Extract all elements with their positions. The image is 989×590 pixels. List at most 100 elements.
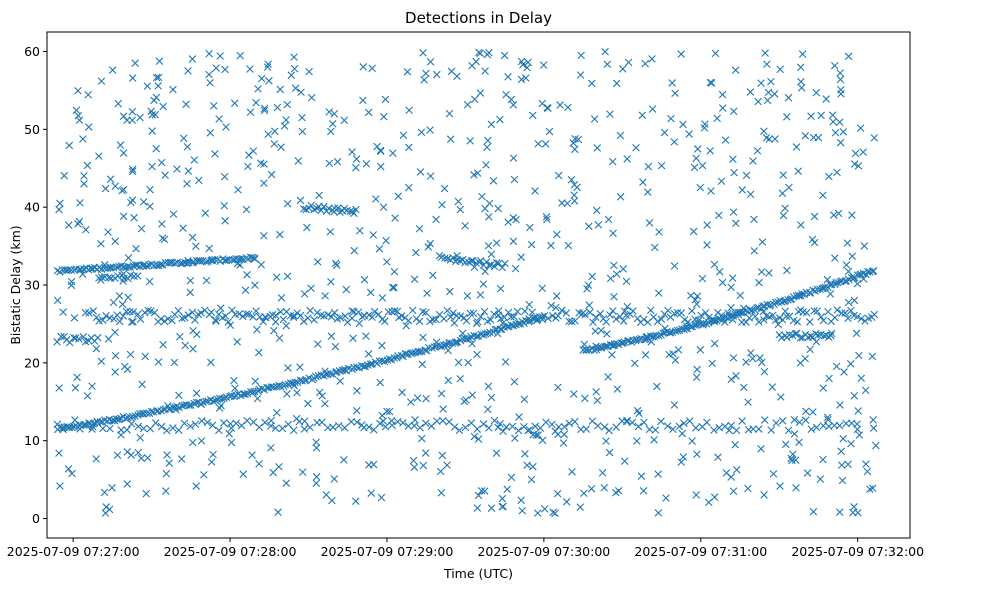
detection-point bbox=[436, 467, 445, 476]
detection-point bbox=[587, 79, 596, 88]
detection-point bbox=[509, 154, 518, 162]
detection-point bbox=[340, 116, 349, 125]
detection-point bbox=[501, 358, 510, 366]
detection-point bbox=[559, 439, 568, 447]
detection-point bbox=[148, 110, 156, 119]
detection-point bbox=[556, 101, 564, 109]
detection-point bbox=[470, 263, 479, 271]
detection-point bbox=[496, 420, 504, 428]
detection-point bbox=[55, 205, 63, 214]
detection-point bbox=[71, 384, 80, 392]
detection-point bbox=[835, 118, 844, 126]
detection-point bbox=[819, 384, 828, 392]
detection-point bbox=[590, 346, 599, 355]
detection-point bbox=[844, 52, 853, 61]
detection-point bbox=[191, 316, 199, 324]
detection-point bbox=[734, 308, 743, 317]
detection-point bbox=[707, 187, 715, 195]
detection-point bbox=[774, 320, 783, 329]
detection-point bbox=[105, 273, 113, 282]
detection-point bbox=[696, 346, 705, 354]
detection-point bbox=[801, 416, 810, 425]
detection-point bbox=[552, 292, 561, 300]
detection-point bbox=[589, 318, 597, 327]
detection-point bbox=[718, 278, 727, 287]
detection-point bbox=[264, 60, 272, 68]
detection-point bbox=[154, 406, 162, 415]
detection-point bbox=[753, 147, 762, 155]
detection-point bbox=[117, 261, 126, 270]
detection-point bbox=[367, 489, 376, 497]
detection-point bbox=[813, 307, 822, 315]
detection-point bbox=[732, 426, 741, 435]
detection-point bbox=[641, 351, 650, 359]
detection-point bbox=[600, 484, 609, 492]
detection-point bbox=[570, 390, 578, 398]
detection-point bbox=[322, 491, 331, 499]
detection-point bbox=[276, 230, 284, 239]
detection-point bbox=[834, 278, 842, 287]
detection-point bbox=[426, 172, 435, 180]
detection-point bbox=[114, 415, 123, 424]
detection-point bbox=[653, 317, 662, 326]
detection-point bbox=[801, 354, 809, 363]
detection-point bbox=[128, 74, 137, 82]
detection-point bbox=[645, 219, 654, 227]
x-tick-label: 2025-07-09 07:32:00 bbox=[791, 544, 924, 559]
detection-point bbox=[854, 162, 863, 170]
detection-point bbox=[253, 394, 262, 403]
detection-point bbox=[388, 149, 397, 157]
y-tick-label: 10 bbox=[24, 433, 40, 448]
detection-point bbox=[771, 298, 780, 307]
detection-point bbox=[148, 162, 156, 171]
detection-point bbox=[793, 317, 802, 326]
detection-point bbox=[307, 201, 315, 210]
detection-point bbox=[312, 372, 320, 381]
detection-point bbox=[341, 366, 349, 374]
detection-point bbox=[536, 424, 545, 432]
detection-point bbox=[692, 300, 701, 308]
detection-point bbox=[365, 461, 373, 469]
detection-point bbox=[296, 196, 305, 205]
detection-point bbox=[746, 349, 755, 357]
detection-point bbox=[296, 311, 305, 320]
detection-point bbox=[128, 165, 137, 174]
detection-point bbox=[767, 77, 775, 86]
detection-point bbox=[80, 180, 88, 188]
detection-point bbox=[582, 346, 591, 354]
detection-point bbox=[794, 307, 803, 316]
detection-point bbox=[744, 398, 752, 406]
detection-point bbox=[163, 451, 171, 459]
detection-point bbox=[538, 284, 547, 293]
detection-point bbox=[348, 314, 356, 323]
detection-point bbox=[74, 220, 82, 228]
detection-point bbox=[739, 304, 748, 313]
detection-point bbox=[855, 431, 864, 439]
detection-point bbox=[807, 425, 816, 434]
detection-point bbox=[757, 358, 766, 367]
detection-point bbox=[348, 148, 356, 156]
detection-point bbox=[856, 124, 865, 132]
detection-point bbox=[419, 333, 427, 342]
detection-point bbox=[848, 211, 856, 219]
detection-point bbox=[355, 226, 364, 235]
detection-point bbox=[331, 259, 340, 268]
detection-point bbox=[136, 433, 145, 442]
detection-point bbox=[541, 140, 550, 148]
detection-point bbox=[660, 128, 669, 137]
detection-point bbox=[470, 171, 478, 179]
detection-point bbox=[399, 131, 408, 140]
detection-point bbox=[68, 469, 76, 478]
detection-point bbox=[225, 429, 234, 438]
detection-point bbox=[83, 161, 92, 170]
detection-point bbox=[412, 315, 421, 323]
detection-point bbox=[56, 482, 64, 490]
detection-point bbox=[444, 376, 453, 385]
detection-point bbox=[829, 211, 838, 219]
detection-point bbox=[399, 419, 407, 427]
detection-point bbox=[796, 334, 805, 342]
detection-point bbox=[329, 423, 337, 431]
detection-point bbox=[373, 142, 381, 151]
detection-point bbox=[778, 189, 787, 198]
detection-point bbox=[259, 317, 268, 326]
